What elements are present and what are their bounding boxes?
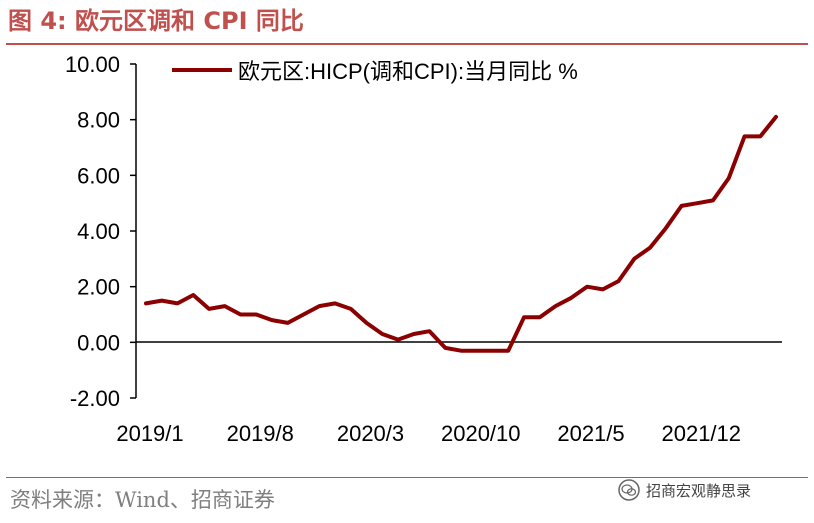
y-tick-label: 4.00 <box>77 219 120 244</box>
title-rule <box>6 43 808 45</box>
y-tick-label: 0.00 <box>77 330 120 355</box>
x-tick-label: 2021/12 <box>661 421 741 446</box>
y-tick-label: 8.00 <box>77 108 120 133</box>
x-tick-label: 2020/3 <box>337 421 404 446</box>
legend-label: 欧元区:HICP(调和CPI):当月同比 % <box>238 59 578 84</box>
y-tick-label: 2.00 <box>77 275 120 300</box>
x-tick-label: 2020/10 <box>441 421 521 446</box>
y-tick-label: 6.00 <box>77 163 120 188</box>
series-line-hicp <box>144 114 778 353</box>
wechat-icon <box>618 479 640 501</box>
watermark: 招商宏观静思录 <box>618 478 751 502</box>
x-tick-label: 2021/5 <box>557 421 624 446</box>
x-tick-label: 2019/1 <box>116 421 183 446</box>
figure-title: 图 4: 欧元区调和 CPI 同比 <box>8 7 304 35</box>
source-rule <box>6 477 808 478</box>
watermark-text: 招商宏观静思录 <box>646 481 752 500</box>
x-tick-label: 2019/8 <box>227 421 294 446</box>
line-chart: 10.00 8.00 6.00 4.00 2.00 0.00 -2.00 2019/1 201… <box>65 52 782 446</box>
y-tick-label: -2.00 <box>70 386 120 411</box>
source-note: 资料来源：Wind、招商证券 <box>10 488 275 512</box>
legend: 欧元区:HICP(调和CPI):当月同比 % <box>172 59 578 84</box>
y-tick-label: 10.00 <box>65 52 120 77</box>
